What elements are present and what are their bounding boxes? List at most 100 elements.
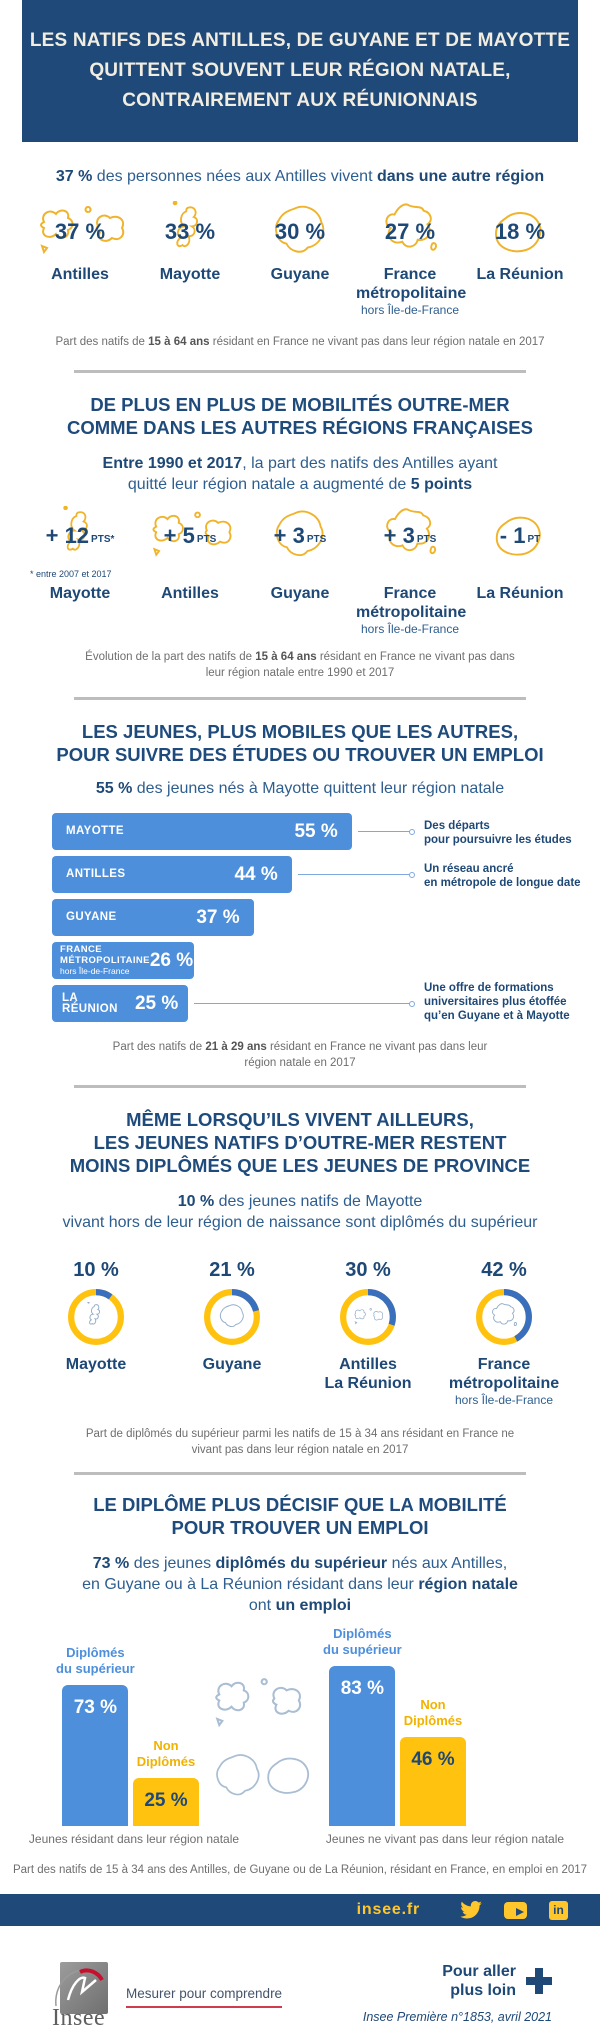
section-mobility-evolution: DE PLUS EN PLUS DE MOBILITÉS OUTRE-MER CO… [0,393,600,681]
stat-france-metro: 27 % France métropolitaine hors Île-de-F… [356,199,467,318]
section1-stat-row: 37 % Antilles 33 % Mayotte 30 % Guyane 2… [0,199,600,318]
section2-subtitle: Entre 1990 et 2017, la part des natifs d… [102,455,498,493]
stat-label: Guyane [270,585,330,602]
bar-home-graduates: 73 % [62,1685,129,1826]
donut-ring [476,1289,532,1345]
donut-value: 42 % [481,1259,527,1281]
annotation-connector [298,872,415,878]
annotation-universities: Une offre de formations universitaires pl… [424,982,570,1022]
page-title-line3: CONTRAIREMENT AUX RÉUNIONNAIS [122,90,478,111]
footer: Insee Mesurer pour comprendre Pour aller… [0,1926,600,2032]
donut-value: 10 % [73,1259,119,1281]
donut-ring [204,1289,260,1345]
section1-footnote: Part des natifs de 15 à 64 ans résidant … [55,336,545,348]
section3-footnote: Part des natifs de 21 à 29 ans résidant … [112,1041,488,1069]
youtube-icon[interactable] [504,1901,527,1919]
publication-reference: Insee Première n°1853, avril 2021 [362,2010,552,2024]
section-employment: LE DIPLÔME PLUS DÉCISIF QUE LA MOBILITÉ P… [0,1493,600,1878]
header-banner: LES NATIFS DES ANTILLES, DE GUYANE ET DE… [22,0,578,142]
donut-label: Antilles La Réunion [324,1356,412,1392]
donut-mayotte: 10 % Mayotte [34,1259,158,1408]
annotation-studies: Des départs pour poursuivre les études [424,820,572,846]
donut-label: France métropolitaine [448,1356,560,1392]
stat-evol-france: + 3 PTS France métropolitaine hors Île-de… [356,503,467,637]
map-mayotte-icon [87,1302,101,1325]
stat-label: Antilles [161,585,219,602]
stat-footnote-star: * entre 2007 et 2017 [30,569,112,579]
section2-title: DE PLUS EN PLUS DE MOBILITÉS OUTRE-MER CO… [67,394,533,438]
section5-subtitle: 73 % des jeunes diplômés du supérieur né… [82,1555,518,1614]
stat-label: France métropolitaine [356,585,467,621]
bar-antilles: ANTILLES 44 % [52,856,292,893]
annotation-connector [358,829,415,835]
annotation-network: Un réseau ancré en métropole de longue da… [424,863,581,889]
stat-value: 18 % [494,219,546,244]
plus-icon [526,1968,552,1994]
bar-away-nongraduates: 46 % [400,1737,466,1826]
bar-away-graduates: 83 % [329,1665,396,1826]
social-bar: insee.fr in [0,1894,600,1926]
stat-evol-antilles: + 5 PTS Antilles [136,503,244,637]
bar-france-metro: FRANCE MÉTROPOLITAINE hors Île-de-France … [52,942,194,979]
stat-label: La Réunion [476,585,564,602]
bar-group-home-nongrad: Non Diplômés 25 % [133,1738,199,1826]
islands-outline-decoration [215,1678,310,1796]
map-france-icon [492,1303,518,1327]
donut-label: Guyane [202,1356,262,1373]
section-divider [74,697,526,700]
donut-label: Mayotte [65,1356,127,1373]
stat-evol-la-reunion: - 1 PT La Réunion [466,503,574,637]
donut-france-metro: 42 % France métropolitaine hors Île-de-Fr… [442,1259,566,1408]
stat-la-reunion: 18 % La Réunion [466,199,574,318]
section4-title: MÊME LORSQU’ILS VIVENT AILLEURS, LES JEUN… [69,1109,531,1176]
linkedin-icon[interactable]: in [549,1900,568,1920]
stat-mayotte: 33 % Mayotte [136,199,244,318]
stat-value: 37 % [54,219,106,244]
caption-home: Jeunes résidant dans leur région natale [28,1832,240,1846]
section4-subtitle: 10 % des jeunes natifs de Mayotte vivant … [62,1193,538,1231]
insee-fr-link[interactable]: insee.fr [356,1901,420,1918]
stat-antilles: 37 % Antilles [26,199,134,318]
section-mobility-share: 37 % des personnes nées aux Antilles viv… [0,166,600,350]
donut-antilles-reunion: 30 % Antilles La Réunion [306,1259,430,1408]
bar-la-reunion: LA RÉUNION 25 % [52,985,189,1022]
section5-footnote: Part des natifs de 15 à 34 ans des Antil… [12,1864,588,1876]
stat-value: + 12 PTS* [45,523,115,548]
page-title-line2: QUITTENT SOUVENT LEUR RÉGION NATALE, [89,60,511,81]
stat-evol-mayotte: + 12 PTS* * entre 2007 et 2017 Mayotte [26,503,134,637]
donut-value: 30 % [345,1259,391,1281]
stat-label: Antilles [51,266,109,283]
donut-ring [340,1289,396,1345]
stat-value: 33 % [164,219,216,244]
section-diplomas: MÊME LORSQU’ILS VIVENT AILLEURS, LES JEUN… [0,1108,600,1458]
twitter-icon[interactable] [460,1901,482,1919]
section2-footnote: Évolution de la part des natifs de 15 à … [85,651,515,679]
stat-label: Mayotte [49,585,111,602]
stat-label: La Réunion [476,266,564,283]
bar-guyane: GUYANE 37 % [52,899,254,936]
section1-subtitle-stat: 37 % [55,168,93,185]
stat-evol-guyane: + 3 PTS Guyane [246,503,354,637]
insee-logo[interactable]: Insee [52,1962,110,2032]
section-divider [74,1085,526,1088]
stat-value: + 3 PTS [383,523,437,548]
stat-value: - 1 PT [499,523,541,548]
stat-value: + 3 PTS [273,523,327,548]
section-divider [74,1472,526,1475]
annotation-connector [194,1001,415,1007]
employment-bar-chart: Diplômés du supérieur 73 % Non Diplômés 25… [0,1622,600,1846]
stat-sublabel: hors Île-de-France [360,303,460,317]
donut-ring [68,1289,124,1345]
section2-stat-row: + 12 PTS* * entre 2007 et 2017 Mayotte + … [0,503,600,637]
stat-value: 27 % [384,219,436,244]
bar-home-nongraduates: 25 % [133,1777,199,1826]
youth-mobility-bar-chart: MAYOTTE 55 % ANTILLES 44 % GUYANE 37 % F… [0,813,600,1025]
stat-guyane: 30 % Guyane [246,199,354,318]
bar-group-home-grad: Diplômés du supérieur 73 % [56,1645,135,1826]
map-antilles-icon [354,1308,384,1325]
more-link[interactable]: Pour aller plus loin [363,1962,552,2000]
stat-value: + 5 PTS [163,523,217,548]
map-guyane-icon [219,1304,244,1328]
stat-label: France métropolitaine [356,266,467,302]
